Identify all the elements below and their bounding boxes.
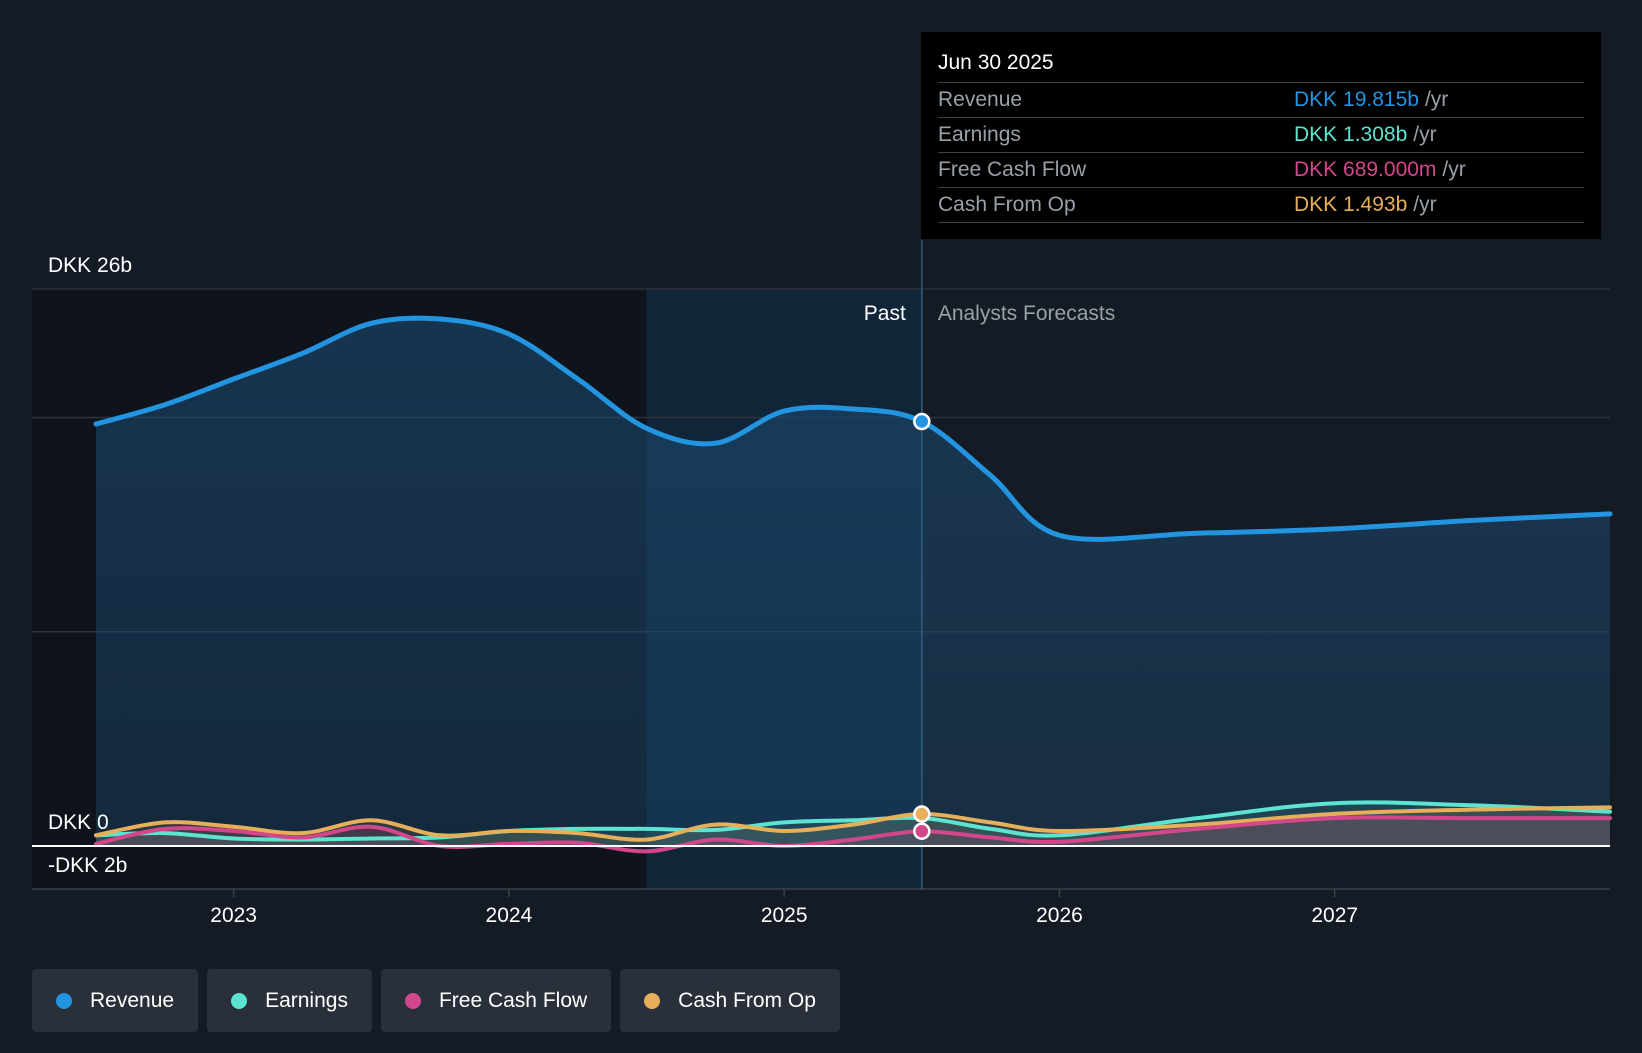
x-tick-label: 2025	[761, 904, 808, 927]
tooltip-unit: /yr	[1424, 88, 1449, 111]
marker-cash-from-op	[913, 805, 931, 823]
x-tick-label: 2027	[1311, 904, 1358, 927]
highlight-markers	[913, 412, 931, 840]
area-revenue	[96, 318, 1610, 847]
legend-label: Earnings	[265, 988, 348, 1012]
tooltip-value: DKK 1.308b	[1294, 123, 1408, 146]
legend-dot-icon	[644, 992, 661, 1009]
y-axis-zero-label: DKK 0	[48, 811, 109, 834]
legend-dot-icon	[231, 992, 248, 1009]
area-cash-from-op	[96, 807, 1610, 846]
tooltip-date: Jun 30 2025	[938, 46, 1584, 83]
tooltip-label: Earnings	[938, 123, 1021, 146]
x-axis-ticks: 2023 2024 2025 2026 2027	[210, 889, 1358, 927]
series-lines	[93, 315, 1613, 854]
tooltip-row-free-cash-flow: Free Cash Flow DKK 689.000m /yr	[938, 153, 1584, 188]
forecast-label: Analysts Forecasts	[938, 302, 1115, 325]
legend-label: Free Cash Flow	[438, 988, 588, 1012]
tooltip-label: Free Cash Flow	[938, 158, 1087, 181]
x-tick-label: 2024	[486, 904, 533, 927]
tooltip-unit: /yr	[1442, 158, 1466, 181]
tooltip-label: Cash From Op	[938, 193, 1076, 216]
legend-dot-icon	[404, 992, 421, 1009]
legend: Revenue Earnings Free Cash Flow Cash Fro…	[32, 969, 840, 1032]
tooltip-row-earnings: Earnings DKK 1.308b /yr	[938, 118, 1584, 153]
marker-revenue	[913, 412, 931, 431]
legend-label: Cash From Op	[678, 988, 816, 1012]
y-axis-top-label: DKK 26b	[48, 254, 132, 277]
tooltip: Jun 30 2025 Revenue DKK 19.815b /yr Earn…	[921, 32, 1601, 239]
legend-item-cash-from-op[interactable]: Cash From Op	[620, 969, 840, 1032]
x-tick-label: 2023	[210, 904, 257, 927]
legend-dot-icon	[56, 992, 72, 1009]
x-tick-label: 2026	[1036, 904, 1083, 927]
tooltip-unit: /yr	[1413, 123, 1437, 146]
tooltip-unit: /yr	[1413, 193, 1437, 216]
line-free-cash-flow	[94, 815, 1612, 854]
legend-item-revenue[interactable]: Revenue	[32, 969, 199, 1032]
line-revenue	[93, 315, 1613, 542]
tooltip-row-revenue: Revenue DKK 19.815b /yr	[938, 83, 1584, 118]
tooltip-label: Revenue	[938, 88, 1023, 111]
legend-label: Revenue	[90, 988, 175, 1012]
line-cash-from-op	[94, 805, 1612, 842]
legend-item-free-cash-flow[interactable]: Free Cash Flow	[380, 969, 612, 1032]
y-axis-bottom-label: -DKK 2b	[48, 854, 127, 877]
tooltip-value: DKK 689.000m	[1294, 158, 1437, 181]
tooltip-value: DKK 19.815b	[1294, 88, 1419, 111]
tooltip-value: DKK 1.493b	[1294, 193, 1408, 216]
marker-free-cash-flow	[913, 822, 931, 840]
tooltip-row-cash-from-op: Cash From Op DKK 1.493b /yr	[938, 188, 1584, 223]
legend-item-earnings[interactable]: Earnings	[207, 969, 372, 1032]
past-label: Past	[864, 302, 906, 325]
